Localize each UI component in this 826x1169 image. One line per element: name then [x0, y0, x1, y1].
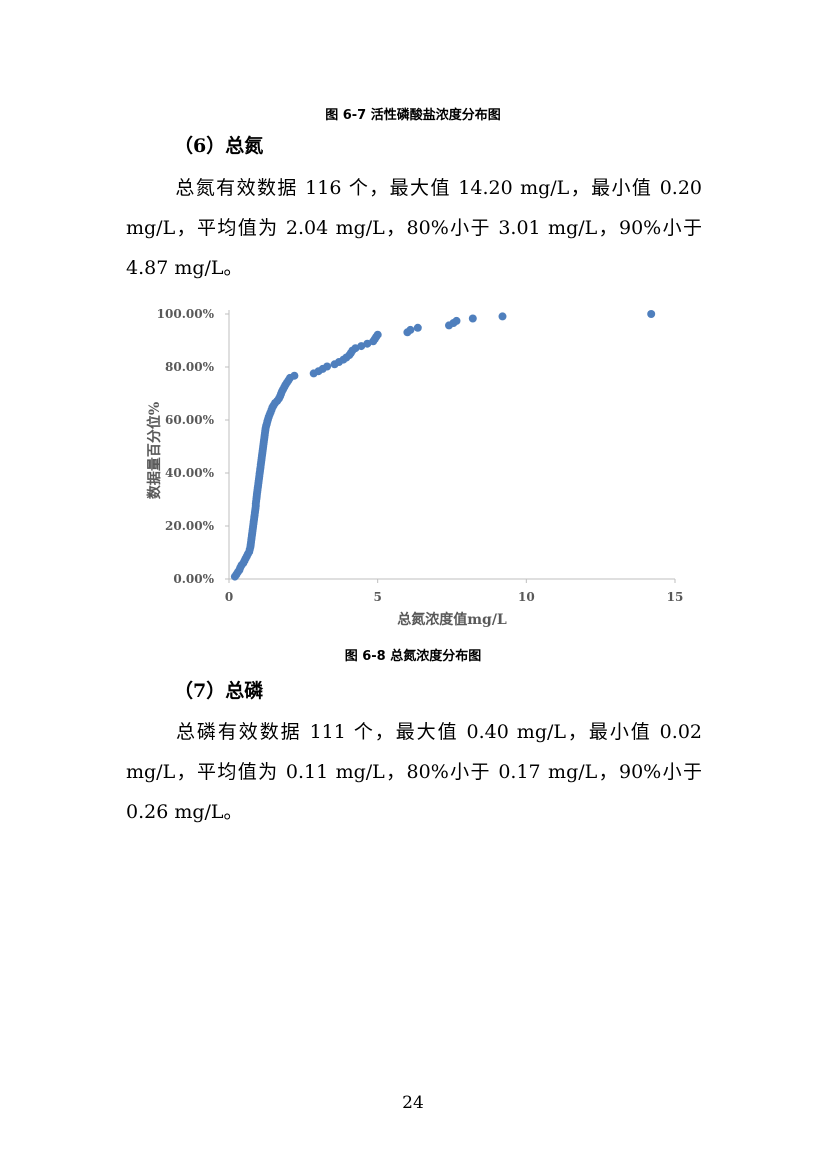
paragraph-line: 4.87 mg/L。 [126, 257, 243, 279]
chart-background [130, 296, 700, 641]
data-point [406, 325, 415, 334]
x-tick-label: 10 [518, 590, 535, 604]
y-tick-label: 100.00% [157, 307, 215, 321]
x-axis-title: 总氮浓度值mg/L [397, 611, 507, 628]
data-point [452, 316, 461, 325]
paragraph-line: mg/L，平均值为 0.11 mg/L，80%小于 0.17 mg/L，90%小… [126, 761, 702, 783]
section-7-paragraph: 总磷有效数据 111 个，最大值 0.40 mg/L，最小值 0.02 mg/L… [126, 712, 702, 832]
y-tick-label: 40.00% [165, 466, 215, 480]
data-point [468, 314, 477, 323]
section-6-paragraph: 总氮有效数据 116 个，最大值 14.20 mg/L，最小值 0.20 mg/… [126, 168, 702, 288]
data-point [290, 371, 299, 380]
x-tick-label: 0 [225, 590, 233, 604]
figure-6-7-caption: 图 6-7 活性磷酸盐浓度分布图 [325, 108, 501, 123]
paragraph-line: 0.26 mg/L。 [126, 801, 243, 823]
data-point [357, 342, 366, 351]
y-axis-title: 数据量百分位% [146, 402, 163, 499]
paragraph-line: 总磷有效数据 111 个，最大值 0.40 mg/L，最小值 0.02 [174, 721, 702, 743]
data-point [323, 362, 332, 371]
x-tick-label: 5 [373, 590, 381, 604]
paragraph-line: mg/L，平均值为 2.04 mg/L，80%小于 3.01 mg/L，90%小… [126, 217, 702, 239]
chart-svg: 0.00% 20.00% 40.00% 60.00% 80.00% 100.00% 0 5 10… [130, 296, 700, 641]
figure-6-8-caption: 图 6-8 总氮浓度分布图 [344, 649, 482, 664]
data-point [647, 310, 656, 318]
y-tick-label: 0.00% [173, 572, 214, 586]
page-number: 24 [402, 1093, 424, 1113]
section-6-heading: （6）总氮 [174, 135, 264, 157]
data-point [373, 330, 382, 339]
data-point [413, 323, 422, 332]
section-7-heading: （7）总磷 [174, 680, 264, 702]
y-tick-label: 20.00% [165, 519, 215, 533]
y-tick-label: 80.00% [165, 360, 215, 374]
paragraph-line: 总氮有效数据 116 个，最大值 14.20 mg/L，最小值 0.20 [174, 177, 702, 199]
total-nitrogen-chart: 0.00% 20.00% 40.00% 60.00% 80.00% 100.00% 0 5 10… [130, 296, 700, 641]
y-tick-label: 60.00% [165, 413, 215, 427]
data-point [498, 312, 507, 321]
x-tick-label: 15 [667, 590, 684, 604]
